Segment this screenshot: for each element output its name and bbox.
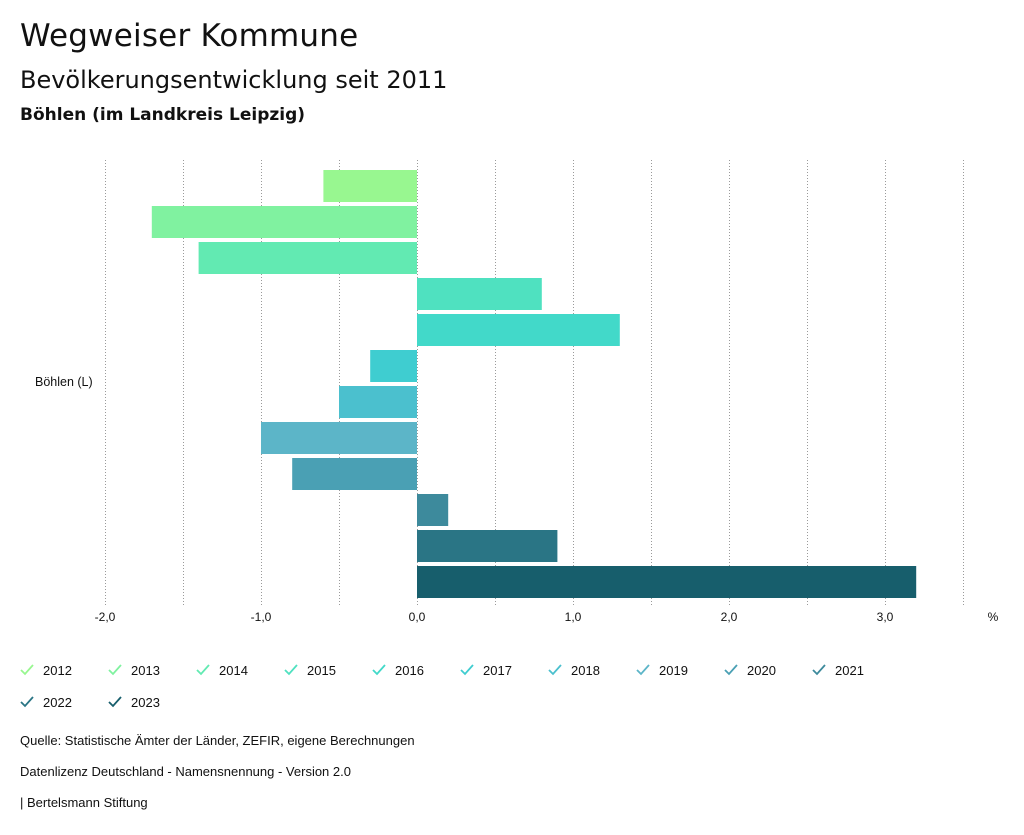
checkmark-icon xyxy=(284,664,298,676)
checkmark-icon xyxy=(724,664,738,676)
publisher-note: | Bertelsmann Stiftung xyxy=(20,795,148,810)
legend-label: 2012 xyxy=(43,662,72,678)
legend-item-2018[interactable]: 2018 xyxy=(548,658,600,682)
gridlines xyxy=(105,160,964,605)
x-tick-label: -1,0 xyxy=(251,610,272,624)
legend-label: 2017 xyxy=(483,662,512,678)
x-tick-label: 1,0 xyxy=(565,610,582,624)
bar-2019[interactable] xyxy=(261,422,417,454)
legend-label: 2021 xyxy=(835,662,864,678)
x-tick-label: -2,0 xyxy=(95,610,116,624)
legend-item-2013[interactable]: 2013 xyxy=(108,658,160,682)
legend-item-2012[interactable]: 2012 xyxy=(20,658,72,682)
x-tick-label: 3,0 xyxy=(877,610,894,624)
x-tick-label: 0,0 xyxy=(409,610,426,624)
legend-label: 2016 xyxy=(395,662,424,678)
legend-item-2017[interactable]: 2017 xyxy=(460,658,512,682)
checkmark-icon xyxy=(636,664,650,676)
checkmark-icon xyxy=(108,696,122,708)
checkmark-icon xyxy=(812,664,826,676)
x-axis: -2,0 -1,0 0,0 1,0 2,0 3,0 xyxy=(95,610,894,624)
bar-2020[interactable] xyxy=(292,458,417,490)
legend-item-2020[interactable]: 2020 xyxy=(724,658,776,682)
bar-chart: -2,0 -1,0 0,0 1,0 2,0 3,0 Böhlen (L) % xyxy=(35,160,999,624)
legend-item-2021[interactable]: 2021 xyxy=(812,658,864,682)
category-label: Böhlen (L) xyxy=(35,375,93,389)
bar-2017[interactable] xyxy=(370,350,417,382)
bar-2022[interactable] xyxy=(417,530,558,562)
bar-2014[interactable] xyxy=(198,242,417,274)
x-axis-unit: % xyxy=(988,610,999,624)
bar-2021[interactable] xyxy=(417,494,449,526)
bar-2013[interactable] xyxy=(151,206,418,238)
checkmark-icon xyxy=(20,696,34,708)
checkmark-icon xyxy=(196,664,210,676)
legend-item-2019[interactable]: 2019 xyxy=(636,658,688,682)
legend-label: 2022 xyxy=(43,694,72,710)
chart-subtitle: Bevölkerungsentwicklung seit 2011 xyxy=(20,66,448,94)
checkmark-icon xyxy=(460,664,474,676)
legend-label: 2013 xyxy=(131,662,160,678)
bar-2018[interactable] xyxy=(339,386,417,418)
source-note: Quelle: Statistische Ämter der Länder, Z… xyxy=(20,733,415,748)
region-name: Böhlen (im Landkreis Leipzig) xyxy=(20,105,306,125)
legend-label: 2014 xyxy=(219,662,248,678)
legend-label: 2018 xyxy=(571,662,600,678)
bars xyxy=(151,170,917,598)
bar-2016[interactable] xyxy=(417,314,620,346)
checkmark-icon xyxy=(548,664,562,676)
legend-item-2023[interactable]: 2023 xyxy=(108,690,160,714)
page-title: Wegweiser Kommune xyxy=(20,18,359,54)
legend-item-2022[interactable]: 2022 xyxy=(20,690,72,714)
legend-label: 2015 xyxy=(307,662,336,678)
license-note: Datenlizenz Deutschland - Namensnennung … xyxy=(20,764,351,779)
bar-2023[interactable] xyxy=(417,566,917,598)
legend-label: 2023 xyxy=(131,694,160,710)
legend-item-2015[interactable]: 2015 xyxy=(284,658,336,682)
checkmark-icon xyxy=(20,664,34,676)
checkmark-icon xyxy=(372,664,386,676)
bar-2012[interactable] xyxy=(323,170,417,202)
x-tick-label: 2,0 xyxy=(721,610,738,624)
legend-item-2016[interactable]: 2016 xyxy=(372,658,424,682)
legend-label: 2019 xyxy=(659,662,688,678)
legend-label: 2020 xyxy=(747,662,776,678)
checkmark-icon xyxy=(108,664,122,676)
bar-2015[interactable] xyxy=(417,278,542,310)
legend-item-2014[interactable]: 2014 xyxy=(196,658,248,682)
